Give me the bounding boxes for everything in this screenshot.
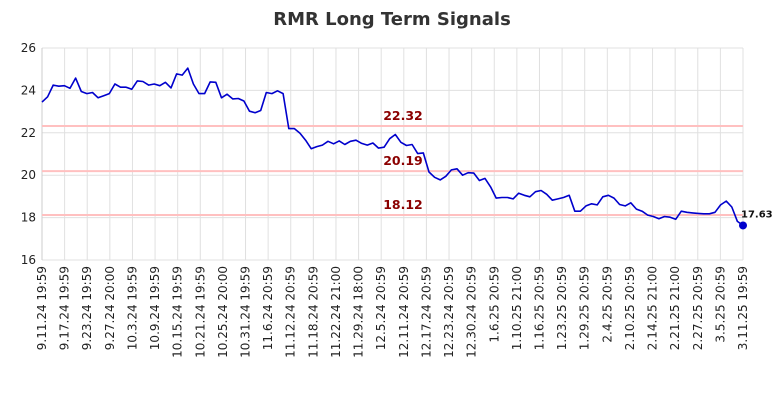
- y-axis-ticks: 16 18 20 22 24 26: [21, 41, 36, 267]
- x-tick-label: 10.21.24 19:59: [193, 266, 207, 358]
- y-tick-label: 16: [21, 253, 36, 267]
- x-tick-label: 10.31.24 19:59: [239, 266, 253, 358]
- x-tick-label: 10.25.24 20:00: [216, 266, 230, 358]
- x-tick-label: 11.18.24 20:59: [306, 266, 320, 358]
- x-tick-label: 10.15.24 19:59: [171, 266, 185, 358]
- x-tick-label: 2.4.25 20:59: [600, 266, 614, 343]
- last-value-label: 17.63: [741, 209, 773, 220]
- x-tick-label: 12.5.24 20:59: [374, 266, 388, 350]
- x-tick-label: 10.9.24 19:59: [148, 266, 162, 350]
- x-tick-label: 3.11.25 19:59: [736, 266, 750, 350]
- x-tick-label: 1.6.25 20:59: [487, 266, 501, 343]
- x-tick-label: 9.11.24 19:59: [35, 266, 49, 350]
- x-tick-label: 2.14.25 21:00: [646, 266, 660, 350]
- x-tick-label: 3.5.25 20:59: [713, 266, 727, 343]
- x-tick-label: 2.10.25 20:59: [623, 266, 637, 350]
- x-tick-label: 11.22.24 21:00: [329, 266, 343, 358]
- x-tick-label: 9.23.24 19:59: [80, 266, 94, 350]
- signal-label: 20.19: [383, 153, 423, 168]
- signal-label: 22.32: [383, 108, 423, 123]
- x-tick-label: 2.21.25 21:00: [668, 266, 682, 350]
- x-tick-label: 1.10.25 21:00: [510, 266, 524, 350]
- x-tick-label: 12.30.24 20:59: [465, 266, 479, 358]
- last-point-marker: [739, 221, 747, 230]
- y-tick-label: 24: [21, 83, 36, 97]
- x-tick-label: 11.12.24 20:59: [284, 266, 298, 358]
- x-tick-label: 12.11.24 20:59: [397, 266, 411, 358]
- y-tick-label: 18: [21, 211, 36, 225]
- x-tick-label: 1.16.25 20:59: [532, 266, 546, 350]
- series-line: [41, 67, 744, 227]
- x-tick-label: 12.17.24 20:59: [419, 266, 433, 358]
- x-tick-label: 9.27.24 20:00: [103, 266, 117, 350]
- x-tick-label: 1.29.25 20:59: [578, 266, 592, 350]
- x-tick-label: 9.17.24 19:59: [58, 266, 72, 350]
- x-tick-label: 11.29.24 18:00: [352, 266, 366, 358]
- chart-title: RMR Long Term Signals: [273, 9, 511, 30]
- y-tick-label: 22: [21, 126, 36, 140]
- signal-lines: 22.32 20.19 18.12: [42, 108, 743, 217]
- x-tick-label: 12.23.24 20:59: [442, 266, 456, 358]
- y-tick-label: 26: [21, 41, 36, 55]
- signal-label: 18.12: [383, 197, 423, 212]
- x-tick-label: 1.23.25 20:59: [555, 266, 569, 350]
- y-tick-label: 20: [21, 168, 36, 182]
- x-axis-ticks: 9.11.24 19:59 9.17.24 19:59 9.23.24 19:59 9…: [35, 266, 750, 358]
- x-tick-label: 11.6.24 20:59: [261, 266, 275, 350]
- x-tick-label: 2.27.25 20:59: [691, 266, 705, 350]
- x-tick-label: 10.3.24 19:59: [125, 266, 139, 350]
- series-layer: 17.63: [41, 67, 773, 230]
